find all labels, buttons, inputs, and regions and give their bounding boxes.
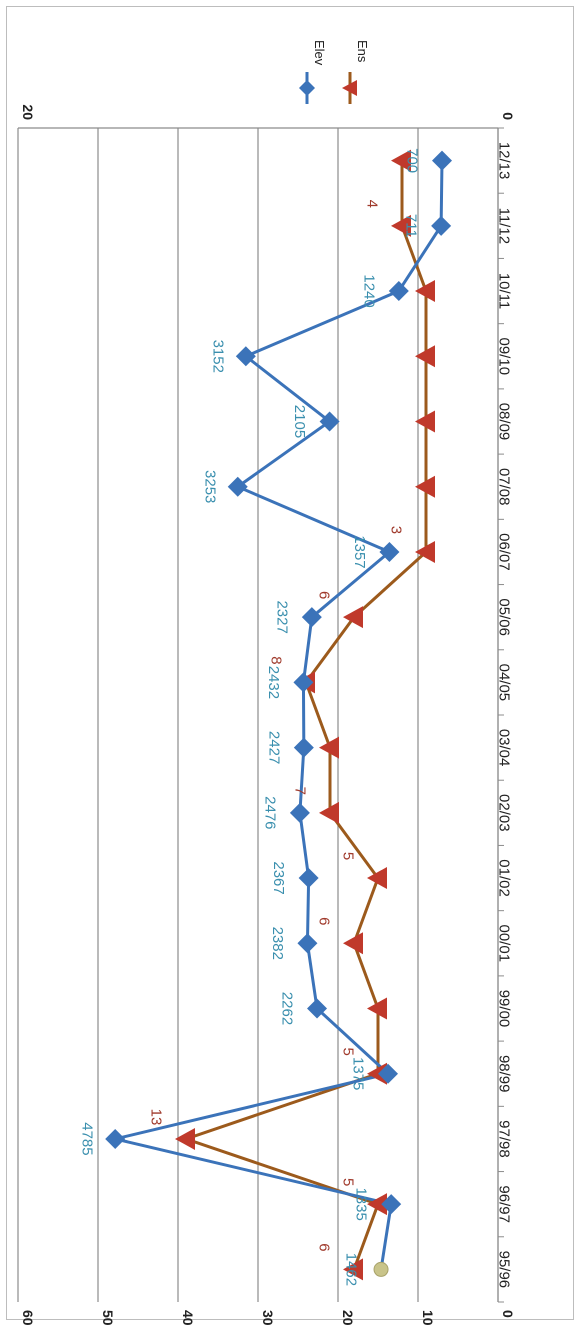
elev-point	[297, 933, 318, 954]
category-label: 97/98	[496, 1120, 513, 1158]
primary-axis-tick-label: 4000	[180, 1310, 196, 1326]
ens-point	[415, 410, 435, 433]
category-label: 07/08	[496, 468, 513, 506]
legend-label: Ens	[355, 40, 370, 63]
ens-point	[343, 1258, 363, 1281]
legend-label: Elev	[312, 40, 327, 66]
primary-axis-tick-label: 6000	[20, 1310, 36, 1326]
ens-data-label: 5	[340, 852, 357, 860]
ens-point	[343, 606, 363, 629]
category-label: 01/02	[496, 859, 513, 897]
category-label: 96/97	[496, 1185, 513, 1223]
elev-data-label: 2476	[261, 796, 278, 829]
elev-point	[293, 737, 314, 758]
elev-point	[293, 672, 314, 693]
category-label: 99/00	[496, 990, 513, 1028]
primary-axis-tick-label: 2000	[340, 1310, 356, 1326]
elev-data-label: 2382	[269, 927, 286, 960]
elev-point	[307, 998, 328, 1019]
chart-frame	[6, 6, 574, 1320]
ens-data-label: 5	[340, 1048, 357, 1056]
elev-point	[381, 1194, 402, 1215]
elev-data-label: 2427	[265, 731, 282, 764]
elev-data-label: 3253	[201, 470, 218, 503]
ens-point	[367, 997, 387, 1020]
elev-point	[379, 541, 400, 562]
secondary-axis-tick-label: 0	[500, 112, 516, 120]
elev-point	[431, 215, 452, 236]
elev-data-label: 2262	[279, 992, 296, 1025]
elev-data-label: 3152	[209, 340, 226, 373]
elev-point	[298, 868, 319, 889]
primary-axis-tick-label: 5000	[100, 1310, 116, 1326]
elev-data-label: 1375	[350, 1057, 367, 1090]
elev-point	[105, 1128, 126, 1149]
ens-data-label: 6	[316, 1243, 333, 1251]
ens-point	[415, 540, 435, 563]
ens-point	[319, 801, 339, 824]
secondary-axis-tick-label: 20	[20, 104, 36, 120]
series-line-ens	[181, 160, 428, 1270]
ens-point	[391, 214, 411, 237]
category-label: 10/11	[496, 273, 513, 309]
legend-marker-elev	[299, 80, 315, 96]
ens-data-label: 4	[364, 200, 381, 208]
elev-data-label: 2105	[291, 405, 308, 438]
elev-data-label: 4785	[79, 1122, 96, 1155]
ens-data-label: 8	[268, 656, 285, 664]
elev-point	[388, 281, 409, 302]
series-line-elev	[114, 160, 444, 1270]
category-label: 08/09	[496, 403, 513, 441]
elev-data-label: 1462	[343, 1253, 360, 1286]
category-label: 09/10	[496, 338, 513, 376]
primary-axis-tick-label: 1000	[420, 1310, 436, 1326]
ens-point	[319, 736, 339, 759]
elev-point	[227, 476, 248, 497]
ens-point	[367, 1062, 387, 1085]
category-label: 12/13	[496, 142, 513, 180]
elev-point	[319, 411, 340, 432]
category-label: 04/05	[496, 664, 513, 702]
elev-data-label: 711	[403, 214, 420, 238]
ens-point	[343, 932, 363, 955]
elev-point	[289, 802, 310, 823]
category-label: 03/04	[496, 729, 513, 767]
elev-data-label: 700	[404, 148, 421, 173]
elev-point	[301, 607, 322, 628]
elev-data-label: 2327	[273, 600, 290, 633]
category-label: 02/03	[496, 794, 513, 832]
elev-data-label: 1240	[360, 274, 377, 307]
legend-marker-ens	[342, 80, 357, 96]
primary-axis-tick-label: 0	[500, 1310, 516, 1318]
category-label: 98/99	[496, 1055, 513, 1093]
primary-axis-tick-label: 3000	[260, 1310, 276, 1326]
ens-point	[175, 1127, 195, 1150]
elev-point	[432, 150, 452, 171]
ens-data-label: 3	[388, 526, 405, 534]
ens-data-label: 13	[148, 1109, 165, 1126]
ens-data-label: 6	[316, 917, 333, 925]
elev-data-label: 1335	[353, 1187, 370, 1220]
elev-data-label: 2432	[265, 666, 282, 699]
ens-data-label: 7	[292, 787, 309, 795]
elev-data-label: 1357	[351, 535, 368, 568]
category-label: 05/06	[496, 598, 513, 636]
elev-point	[235, 346, 256, 367]
ens-point	[415, 345, 435, 368]
ens-point	[415, 475, 435, 498]
ens-data-label: 6	[316, 591, 333, 599]
category-label: 06/07	[496, 533, 513, 571]
category-label: 95/96	[496, 1251, 513, 1289]
ens-point	[415, 280, 435, 303]
ens-point	[391, 149, 411, 172]
ens-point	[367, 1193, 387, 1216]
ens-point	[367, 867, 387, 890]
elev-point	[373, 1261, 389, 1277]
category-label: 11/12	[496, 208, 513, 244]
ens-data-label: 5	[340, 1178, 357, 1186]
category-label: 00/01	[496, 925, 513, 963]
elev-point	[378, 1063, 398, 1084]
elev-data-label: 2367	[270, 861, 287, 894]
